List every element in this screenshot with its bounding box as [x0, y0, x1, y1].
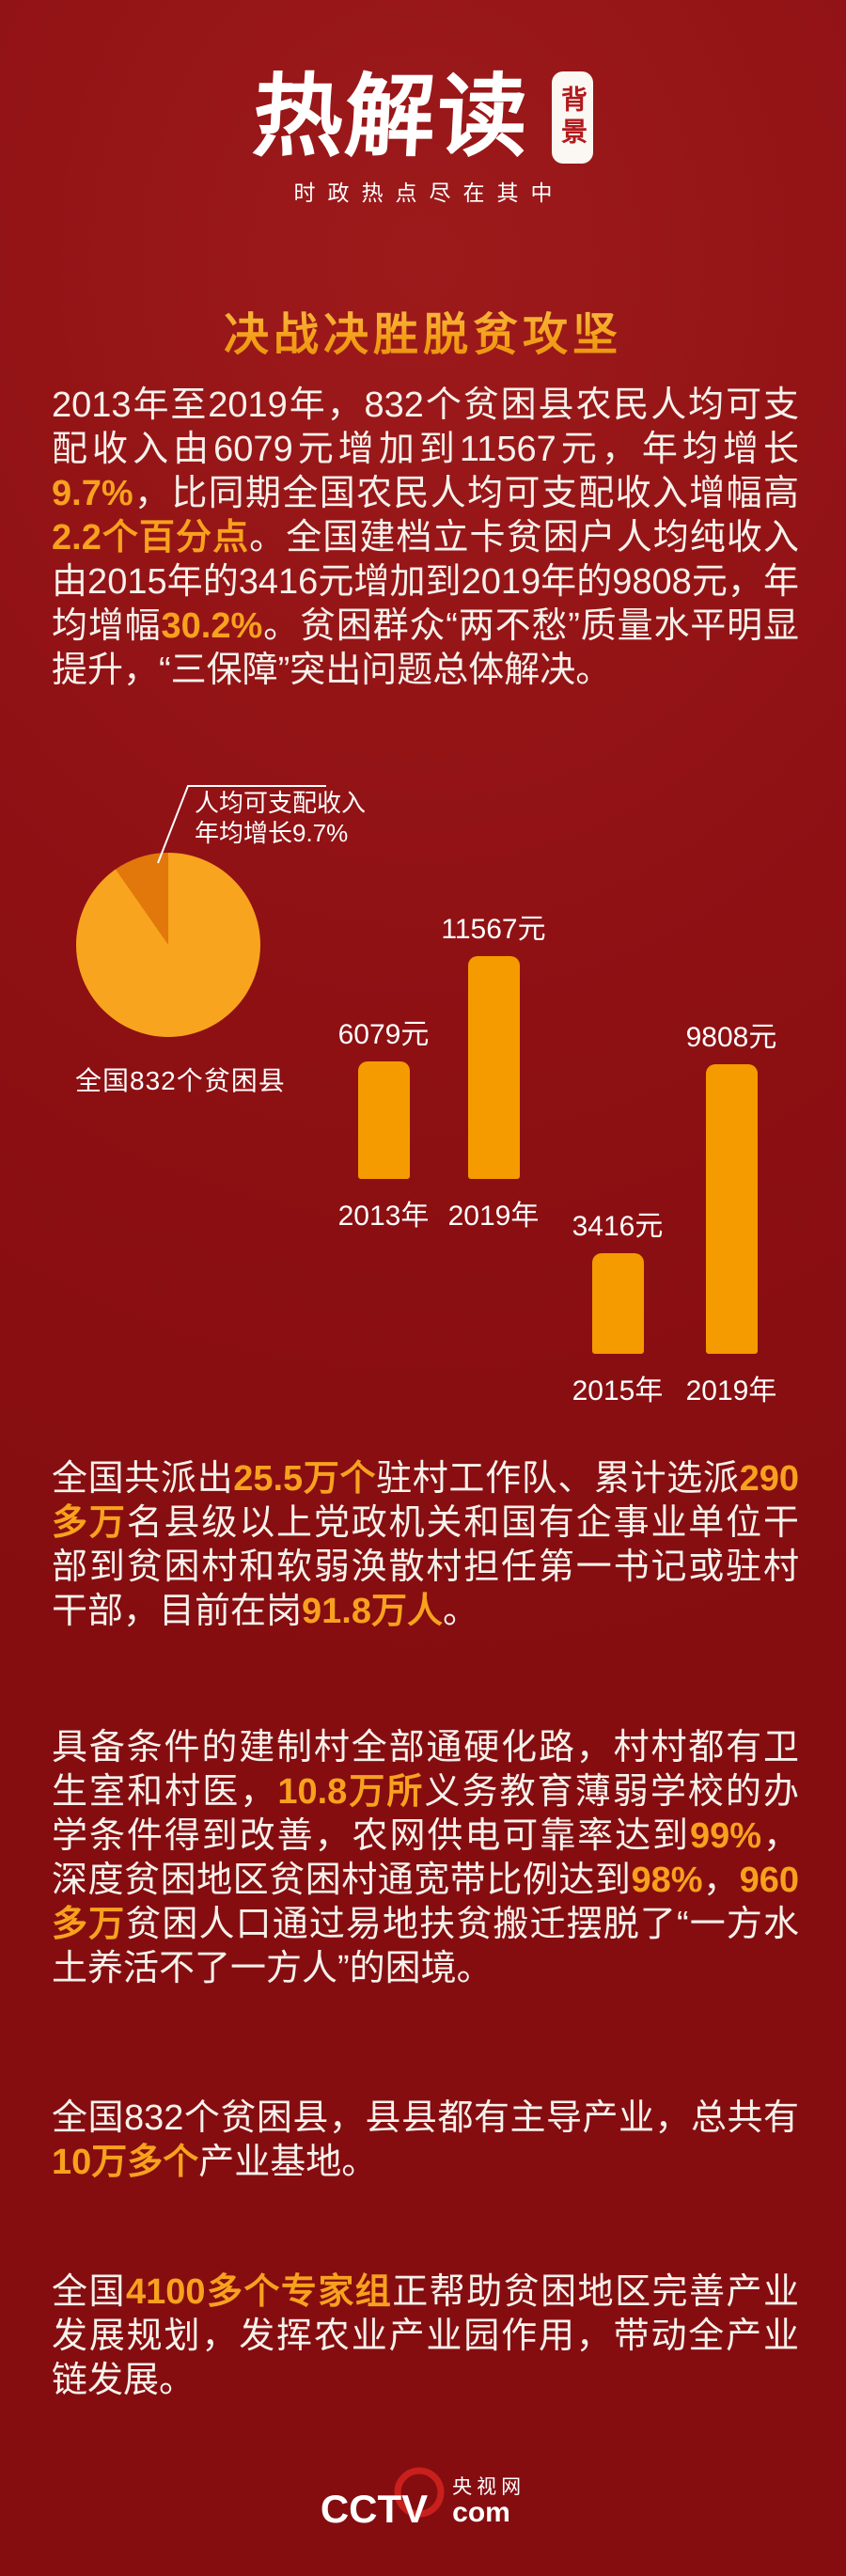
callout-line-icon [157, 785, 326, 864]
highlight-text: 30.2% [161, 606, 263, 646]
bar-value-label: 6079元 [337, 1019, 430, 1050]
body-text: 。全国建档立卡贫困户人均纯收入由2015年的3416元增加到2019年的9808… [52, 518, 799, 646]
pie-chart [76, 853, 260, 1037]
section-title: 决战决胜脱贫攻坚 [0, 297, 846, 363]
highlight-text: 25.5万个 [233, 1459, 377, 1499]
body-text: 义务教育薄弱学校的办学条件得到改善，农网供电可靠率达到 [52, 1772, 799, 1856]
bar-column-2013: 6079元 2013年 [329, 1011, 438, 1232]
logo-text: 热解读 [250, 67, 532, 167]
paragraph-income: 2013年至2019年，832个贫困县农民人均可支配收入由6079元增加到115… [52, 384, 799, 693]
paragraph-work-teams: 全国共派出25.5万个驻村工作队、累计选派290多万名县级以上党政机关和国有企事… [52, 1457, 799, 1634]
highlight-text: 99% [689, 1816, 762, 1856]
bar-rect [705, 1064, 758, 1354]
pie-callout-text: 人均可支配收入 年均增长9.7% [195, 788, 366, 848]
body-text: 2013年至2019年，832个贫困县农民人均可支配收入由6079元增加到115… [52, 385, 799, 469]
highlight-text: 10.8万所 [277, 1772, 425, 1812]
body-text: 具备条件的建制村全部通硬化路，村村都有卫生室和村医， [52, 1728, 799, 1812]
tagline: 时政热点尽在其中 [293, 181, 565, 205]
pie-callout-line2: 年均增长9.7% [195, 819, 349, 847]
footer: CCTV 央视网 com [0, 2465, 846, 2529]
body-text: 。 [442, 1592, 478, 1631]
body-text: 全国 [52, 2272, 126, 2312]
pie-label: 全国832个贫困县 [75, 1066, 286, 1095]
cctv-site-text: 央视网 com [452, 2465, 525, 2528]
body-text: 正帮助贫困地区完善产业发展规划，发挥农业产业园作用，带动全产业链发展。 [52, 2272, 799, 2400]
bar-rect [357, 1061, 410, 1179]
body-text: ，比同期全国农民人均可支配收入增幅高 [133, 474, 799, 513]
background-badge: 背景 [552, 71, 593, 164]
badge-label: 背景 [558, 86, 588, 149]
body-text: 名县级以上党政机关和国有企事业单位干部到贫困村和软弱涣散村担任第一书记或驻村干部… [52, 1503, 799, 1631]
cctv-site-cn: 央视网 [452, 2476, 526, 2498]
cctv-ring-icon [394, 2467, 445, 2518]
cctv-site-com: com [452, 2497, 510, 2529]
highlight-text: 91.8万人 [302, 1592, 443, 1631]
paragraph-industry-bases: 全国832个贫困县，县县都有主导产业，总共有 10万多个产业基地。 [52, 2097, 799, 2185]
bar-year-label: 2019年 [447, 1201, 540, 1232]
cctv-wordmark-wrap: CCTV [320, 2465, 445, 2531]
bar-value-label: 11567元 [441, 914, 546, 945]
bar-year-label: 2019年 [685, 1375, 777, 1406]
header-logo-row: 热解读 背景 [0, 67, 846, 167]
paragraph-infrastructure: 具备条件的建制村全部通硬化路，村村都有卫生室和村医，10.8万所义务教育薄弱学校… [52, 1726, 799, 1991]
body-text: 全国832个贫困县，县县都有主导产业，总共有 [52, 2098, 799, 2138]
highlight-text: 98% [631, 1861, 703, 1900]
highlight-text: 2.2个百分点 [52, 518, 250, 558]
highlight-text: 10万多个 [52, 2143, 199, 2182]
bar-rect [591, 1253, 644, 1354]
cctv-logo: CCTV 央视网 com [321, 2465, 525, 2529]
bar-value-label: 3416元 [572, 1211, 664, 1242]
bar-column-2019b: 9808元 2019年 [677, 1013, 786, 1406]
highlight-text: 9.7% [52, 474, 133, 513]
body-text: ，深度贫困地区贫困村通宽带比例达到 [52, 1816, 799, 1900]
bar-year-label: 2015年 [572, 1375, 664, 1406]
highlight-text: 290多万 [52, 1459, 799, 1543]
bar-column-2015: 3416元 2015年 [563, 1202, 672, 1406]
body-text: ， [702, 1861, 740, 1900]
paragraph-expert-groups: 全国4100多个专家组正帮助贫困地区完善产业发展规划，发挥农业产业园作用，带动全… [52, 2270, 799, 2403]
bar-rect [467, 956, 520, 1179]
bar-column-2019a: 11567元 2019年 [439, 905, 548, 1232]
highlight-text: 960多万 [52, 1861, 799, 1944]
body-text: 贫困人口通过易地扶贫搬迁摆脱了“一方水土养活不了一方人”的困境。 [52, 1905, 799, 1988]
body-text: 驻村工作队、累计选派 [376, 1459, 740, 1499]
highlight-text: 4100多个专家组 [125, 2272, 393, 2312]
body-text: 产业基地。 [198, 2143, 378, 2182]
body-text: 。贫困群众“两不愁”质量水平明显提升，“三保障”突出问题总体解决。 [52, 606, 799, 690]
body-text: 全国共派出 [52, 1459, 234, 1499]
bar-value-label: 9808元 [685, 1022, 777, 1053]
cctv-wordmark: CCTV [320, 2487, 429, 2531]
bar-year-label: 2013年 [337, 1201, 430, 1232]
pie-callout-line1: 人均可支配收入 [195, 789, 367, 817]
